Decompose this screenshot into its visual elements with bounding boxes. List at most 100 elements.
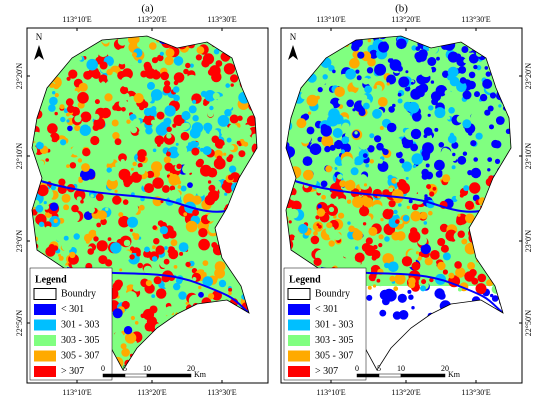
patch [82, 148, 91, 157]
patch [410, 81, 414, 85]
patch [440, 244, 449, 253]
patch [324, 145, 331, 153]
patch [382, 134, 391, 143]
patch [125, 291, 137, 303]
patch [435, 145, 441, 151]
patch [421, 227, 429, 235]
patch [192, 115, 199, 122]
patch [192, 209, 200, 217]
patch [43, 204, 50, 210]
top-tick-label: 113°30'E [461, 15, 490, 24]
patch [203, 268, 208, 273]
patch [65, 83, 75, 92]
patch [402, 215, 410, 222]
patch [361, 108, 366, 113]
patch [175, 142, 179, 146]
patch [321, 194, 326, 200]
patch [487, 157, 493, 163]
patch [59, 104, 65, 110]
patch [416, 74, 426, 85]
patch [185, 174, 193, 182]
patch [405, 176, 409, 180]
patch [154, 135, 165, 145]
patch [129, 228, 133, 232]
patch [325, 225, 335, 236]
patch [228, 123, 238, 134]
patch [203, 101, 208, 106]
patch [37, 184, 49, 197]
patch [363, 183, 368, 187]
patch [209, 105, 214, 111]
patch [60, 116, 66, 123]
patch [475, 132, 483, 140]
patch [371, 204, 384, 217]
patch [410, 88, 422, 100]
patch [350, 167, 359, 176]
patch [78, 82, 88, 92]
patch [377, 97, 388, 107]
patch [288, 208, 299, 219]
boundary [31, 35, 258, 371]
patch [173, 56, 184, 66]
patch [382, 253, 394, 265]
patch [447, 51, 459, 63]
patch [73, 233, 80, 240]
patch [243, 141, 249, 147]
patch [369, 159, 374, 164]
patch [420, 65, 432, 78]
legend: Legend Boundry < 301 301 - 303 303 - 305 305 … [283, 267, 367, 381]
legend-label: 305 - 307 [61, 350, 99, 361]
patch [342, 229, 346, 234]
patch [333, 232, 342, 241]
patch [86, 58, 98, 71]
patch [43, 172, 47, 177]
patch [163, 258, 170, 265]
patch [200, 164, 212, 177]
patch [96, 222, 102, 228]
patch [379, 289, 391, 301]
patch [487, 168, 491, 172]
patch [337, 174, 343, 180]
patch [338, 99, 344, 105]
patch [341, 156, 354, 169]
patch [207, 110, 214, 118]
patch [129, 254, 135, 260]
patch [118, 215, 130, 228]
patch [37, 233, 43, 239]
patch [121, 107, 126, 112]
patch [207, 180, 212, 184]
patch [66, 164, 70, 169]
patch [48, 104, 56, 112]
patch [223, 152, 227, 156]
patch [355, 69, 360, 74]
side-tick-label: 22°50'N [15, 310, 24, 337]
patch [173, 114, 185, 126]
patch [73, 90, 79, 96]
patch [359, 206, 370, 217]
patch [58, 255, 64, 261]
patch [156, 288, 167, 299]
patch [123, 239, 131, 247]
patch [69, 251, 76, 259]
patch [137, 167, 146, 175]
patch [164, 80, 171, 87]
patch [156, 111, 165, 120]
patch [159, 226, 168, 235]
patch [71, 204, 79, 213]
patch [63, 235, 69, 241]
patch [408, 199, 413, 204]
patch [229, 114, 239, 124]
north-label: N [290, 32, 297, 42]
patch [130, 171, 142, 183]
patch [152, 245, 156, 250]
patch [378, 243, 383, 248]
patch [396, 38, 407, 50]
map-panel: N Legend Boundry < 301 301 - 303 303 - 305 305… [280, 27, 523, 384]
patch [464, 200, 475, 210]
patch [155, 295, 168, 308]
patch [328, 240, 335, 247]
patch [296, 154, 304, 161]
patch [180, 131, 190, 141]
patch [74, 124, 81, 131]
patch [230, 74, 239, 83]
